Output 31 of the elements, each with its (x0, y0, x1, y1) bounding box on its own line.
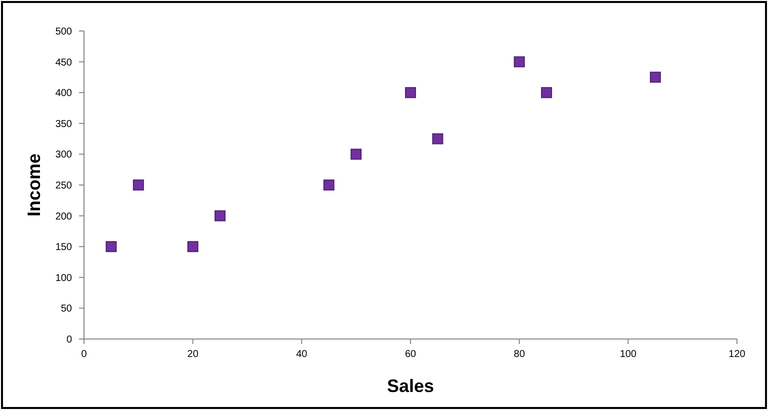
y-axis-title: Income (24, 153, 44, 217)
x-tick-label: 100 (620, 349, 637, 360)
point (514, 56, 525, 68)
y-tick-label: 350 (55, 118, 72, 130)
x-tick-label: 20 (187, 349, 199, 360)
y-tick-label: 0 (66, 334, 72, 346)
x-tick-label: 80 (514, 349, 526, 360)
x-tick-label: 120 (728, 349, 746, 360)
y-tick-label: 300 (55, 150, 72, 161)
x-tick-label: 0 (81, 349, 88, 360)
y-tick-label: 500 (55, 26, 72, 38)
y-tick-label: 450 (55, 57, 72, 68)
y-tick-label: 150 (55, 242, 72, 254)
point (323, 180, 334, 190)
point (650, 72, 661, 83)
x-axis-title: Sales (386, 376, 434, 396)
y-tick-label: 250 (55, 180, 72, 192)
point (132, 180, 144, 190)
point (432, 133, 444, 144)
point (350, 148, 362, 160)
x-tick-label: 60 (404, 349, 416, 360)
x-tick-label: 40 (296, 349, 308, 360)
point (214, 210, 226, 222)
point (106, 241, 117, 252)
y-tick-label: 200 (55, 211, 72, 222)
point (187, 241, 198, 252)
y-tick-label: 100 (55, 272, 72, 284)
y-tick-label: 50 (60, 304, 72, 315)
point (405, 87, 416, 98)
point (541, 87, 552, 98)
y-tick-label: 400 (55, 88, 72, 100)
